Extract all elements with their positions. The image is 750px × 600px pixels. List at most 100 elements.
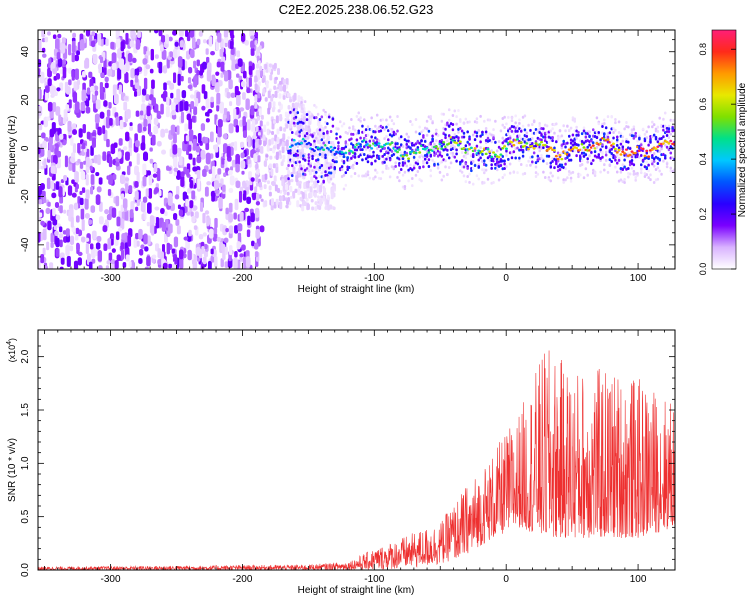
heatmap-cell — [254, 40, 258, 46]
heatmap-cell — [652, 152, 656, 156]
heatmap-cell — [318, 149, 322, 153]
heatmap-cell — [89, 165, 93, 171]
heatmap-cell — [551, 136, 554, 140]
heatmap-cell — [217, 119, 223, 128]
heatmap-cell — [123, 101, 128, 111]
heatmap-cell — [112, 174, 117, 181]
heatmap-cell — [219, 101, 224, 114]
heatmap-cell — [151, 79, 155, 90]
heatmap-cell — [111, 62, 117, 71]
heatmap-cell — [71, 192, 77, 198]
heatmap-cell — [667, 148, 671, 152]
heatmap-cell — [197, 133, 202, 144]
heatmap-cell — [145, 94, 150, 101]
heatmap-cell — [193, 60, 197, 69]
heatmap-cell — [656, 140, 660, 144]
heatmap-cell — [327, 115, 331, 119]
heatmap-cell — [139, 248, 144, 256]
heatmap-cell — [322, 108, 325, 112]
heatmap-cell — [49, 262, 54, 269]
heatmap-cell — [129, 40, 135, 48]
x-tick-label: -100 — [364, 574, 384, 585]
heatmap-cell — [176, 225, 181, 235]
heatmap-cell — [46, 116, 51, 121]
heatmap-cell — [59, 266, 64, 269]
heatmap-cell — [518, 134, 521, 138]
heatmap-cell — [70, 137, 74, 146]
heatmap-cell — [179, 30, 184, 37]
heatmap-cell — [265, 68, 269, 73]
heatmap-cell — [523, 172, 527, 176]
heatmap-cell — [662, 159, 665, 163]
heatmap-cell — [262, 69, 266, 74]
heatmap-cell — [374, 175, 377, 179]
heatmap-cell — [433, 153, 436, 157]
heatmap-cell — [136, 153, 140, 165]
heatmap-cell — [601, 124, 604, 128]
heatmap-cell — [268, 163, 272, 169]
heatmap-cell — [556, 176, 560, 180]
heatmap-cell — [645, 151, 649, 155]
heatmap-cell — [320, 115, 324, 119]
heatmap-cell — [575, 154, 578, 158]
heatmap-cell — [71, 40, 76, 53]
heatmap-cell — [210, 51, 216, 56]
y-tick-label: -40 — [20, 237, 31, 252]
heatmap-cell — [627, 166, 630, 170]
heatmap-cell — [291, 118, 294, 122]
heatmap-cell — [214, 144, 219, 153]
heatmap-cell — [436, 166, 440, 170]
snr-y-label: SNR (10 * v/v) — [7, 438, 18, 502]
heatmap-cell — [85, 156, 90, 168]
heatmap-cell — [160, 34, 166, 43]
heatmap-cell — [624, 148, 628, 151]
heatmap-cell — [226, 91, 231, 99]
heatmap-cell — [606, 170, 610, 174]
heatmap-cell — [342, 155, 346, 159]
heatmap-cell — [326, 142, 329, 146]
heatmap-cell — [658, 169, 661, 173]
heatmap-cell — [497, 140, 501, 144]
heatmap-cell — [370, 135, 373, 139]
heatmap-cell — [38, 260, 41, 269]
heatmap-cell — [188, 129, 194, 142]
heatmap-cell — [106, 109, 111, 117]
heatmap-cell — [460, 170, 464, 174]
heatmap-cell — [623, 180, 626, 184]
heatmap-cell — [38, 68, 41, 76]
heatmap-cell — [235, 180, 241, 189]
heatmap-cell — [442, 142, 445, 146]
heatmap-cell — [175, 219, 180, 227]
heatmap-cell — [327, 171, 331, 175]
heatmap-cell — [307, 125, 311, 129]
heatmap-cell — [396, 150, 400, 154]
heatmap-cell — [251, 119, 256, 131]
heatmap-cell — [361, 124, 364, 128]
heatmap-cell — [588, 143, 591, 147]
heatmap-cell — [150, 48, 154, 61]
heatmap-cell — [339, 120, 342, 124]
heatmap-cell — [433, 162, 436, 166]
heatmap-cell — [260, 146, 264, 154]
heatmap-cell — [379, 177, 383, 181]
heatmap-cell — [62, 59, 67, 65]
heatmap-cell — [447, 108, 451, 112]
heatmap-cell — [316, 158, 320, 162]
heatmap-cell — [346, 158, 349, 162]
snr-line — [38, 350, 675, 570]
heatmap-cell — [652, 123, 656, 127]
heatmap-cell — [228, 101, 233, 107]
heatmap-cell — [449, 161, 453, 165]
heatmap-cell — [374, 136, 377, 140]
heatmap-cell — [545, 162, 549, 166]
heatmap-cell — [353, 155, 357, 159]
heatmap-cell — [599, 157, 602, 161]
heatmap-cell — [658, 149, 661, 153]
heatmap-cell — [146, 105, 151, 117]
heatmap-cell — [582, 126, 586, 130]
heatmap-cell — [453, 109, 457, 113]
heatmap-cell — [258, 139, 262, 145]
heatmap-cell — [320, 143, 324, 147]
heatmap-cell — [65, 104, 70, 111]
